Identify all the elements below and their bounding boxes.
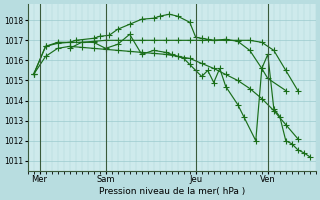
X-axis label: Pression niveau de la mer( hPa ): Pression niveau de la mer( hPa ) (99, 187, 245, 196)
